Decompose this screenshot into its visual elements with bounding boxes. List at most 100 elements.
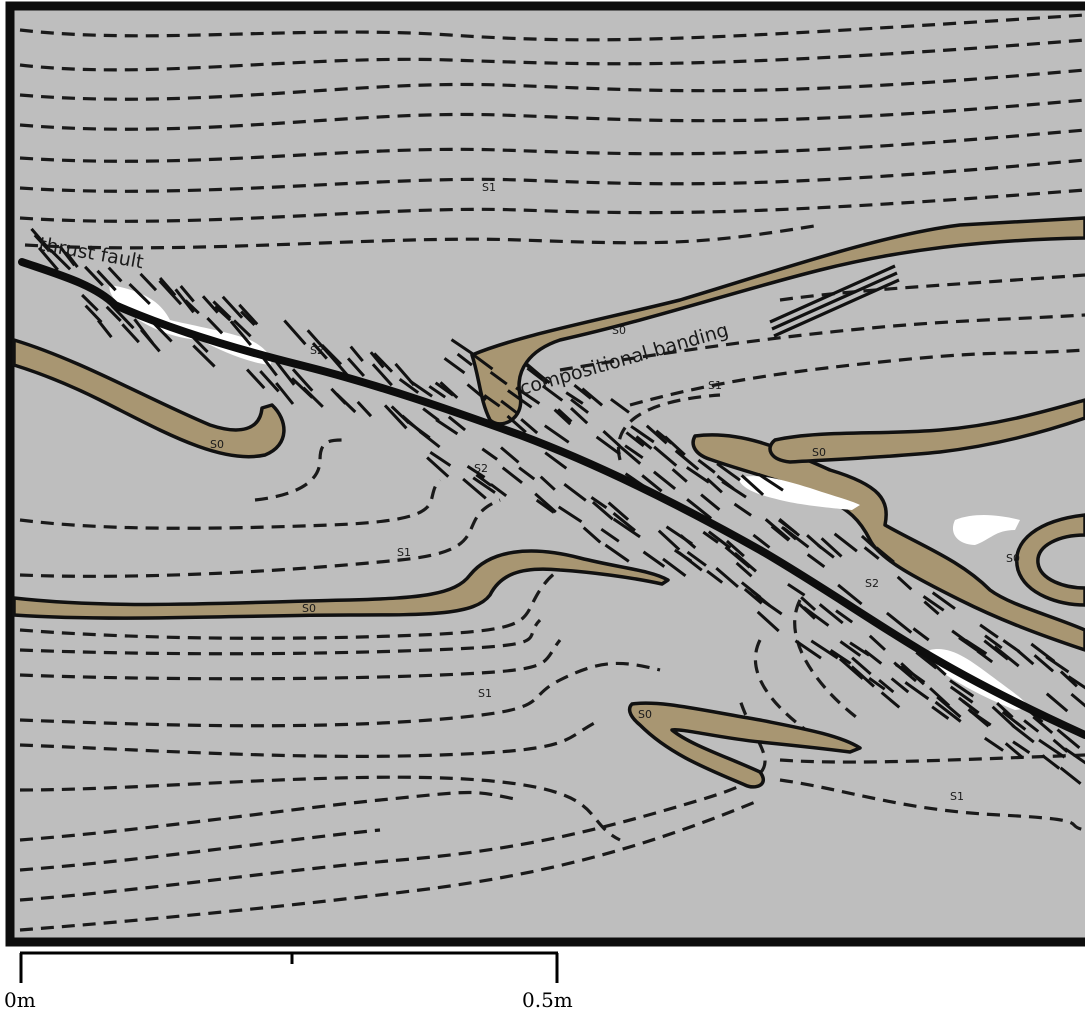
s2-cleavage-tick (850, 665, 876, 688)
s2-cleavage-tick (232, 319, 252, 338)
s1-trace (19, 798, 761, 932)
s1-label: S1 (950, 790, 964, 803)
s2-cleavage-tick (645, 424, 668, 445)
s2-cleavage-tick (409, 380, 433, 398)
s2-cleavage-tick (238, 303, 259, 326)
s2-cleavage-tick (679, 534, 697, 549)
s2-cleavage-tick (863, 546, 880, 560)
outcrop-frame (5, 1, 1085, 947)
s2-cleavage-tick (1033, 654, 1055, 673)
s2-cleavage-tick (96, 269, 117, 292)
s2-cleavage-tick (557, 408, 573, 423)
s2-cleavage-tick (229, 320, 252, 347)
s2-cleavage-tick (121, 323, 140, 344)
s2-cleavage-tick (534, 492, 557, 514)
s2-cleavage-tick (565, 391, 584, 405)
s2-cleavage-tick (936, 695, 962, 719)
s2-cleavage-tick (475, 473, 492, 487)
s2-cleavage-tick (833, 532, 858, 553)
s2-cleavage-tick (839, 640, 862, 657)
s2-cleavage-tick (838, 657, 864, 680)
s2-cleavage-tick (439, 381, 459, 399)
s1-label: S1 (482, 181, 496, 194)
s1-trace (19, 661, 661, 728)
s0-layer (12, 338, 286, 459)
s2-cleavage-tick (84, 304, 103, 324)
s2-cleavage-tick (721, 480, 747, 499)
s2-cleavage-tick (716, 462, 741, 482)
s0-label: S0 (612, 324, 626, 337)
s2-cleavage-tick (700, 493, 721, 511)
s2-cleavage-tick (806, 553, 826, 569)
s2-cleavage-tick (1070, 692, 1085, 708)
s1-trace (19, 188, 1085, 223)
s2-cleavage-tick (291, 368, 314, 392)
s2-cleavage-tick (984, 634, 1003, 650)
s2-cleavage-tick (506, 414, 527, 434)
s2-cleavage-tick (1016, 649, 1035, 666)
s2-cleavage-tick (435, 418, 459, 436)
s2-cleavage-tick (794, 639, 822, 660)
s2-cleavage-tick (245, 368, 266, 390)
s2-cleavage-tick (214, 305, 232, 322)
s2-cleavage-tick (817, 543, 835, 559)
s2-cleavage-tick (802, 606, 830, 627)
s2-cleavage-tick (456, 352, 473, 367)
s2-cleavage-tick (949, 679, 975, 698)
s1-trace (559, 313, 1085, 372)
s2-cleavage-tick (1045, 655, 1070, 674)
s1-trace (19, 128, 1085, 163)
s0-label: S0 (812, 446, 826, 459)
s1-trace (19, 498, 501, 578)
s2-cleavage-tick (1001, 710, 1027, 731)
s2-cleavage-tick (782, 526, 810, 549)
s2-cleavage-tick (373, 352, 394, 373)
s2-cleavage-tick (139, 328, 161, 353)
s2-cleavage-tick (489, 370, 508, 386)
s2-cleavage-tick (983, 639, 1009, 661)
s2-cleavage-tick (1045, 692, 1069, 713)
s2-cleavage-tick (1012, 740, 1031, 755)
quartz-vein (738, 476, 860, 510)
s1-trace (19, 699, 767, 902)
s2-cleavage-tick (702, 530, 719, 544)
s2-cleavage-tick (139, 272, 158, 292)
s2-cleavage-tick (429, 450, 452, 467)
s2-cleavage-tick (983, 736, 1004, 752)
s1-trace (19, 158, 1085, 193)
s2-cleavage-tick (515, 386, 541, 405)
s1-label: S1 (708, 379, 722, 392)
s2-cleavage-tick (128, 283, 151, 305)
s2-cleavage-tick (302, 386, 324, 408)
s2-cleavage-tick (851, 656, 872, 676)
s2-cleavage-tick (624, 444, 644, 460)
compositional-banding-marks (769, 264, 900, 338)
s2-cleavage-tick (604, 543, 630, 563)
s2-cleavage-tick (240, 310, 256, 327)
s2-cleavage-tick (447, 415, 467, 432)
s2-cleavage-tick (663, 435, 686, 457)
s2-cleavage-tick (349, 345, 364, 363)
s2-cleavage-tick (543, 424, 570, 444)
s2-cleavage-tick (880, 691, 901, 709)
s2-cleavage-tick (878, 678, 895, 694)
s2-cleavage-tick (863, 649, 883, 665)
s2-cleavage-tick (259, 370, 280, 393)
s2-cleavage-tick (595, 435, 621, 456)
s2-cleavage-tick (904, 681, 930, 701)
s2-cleavage-tick (810, 639, 839, 660)
s1-foliation-traces (19, 13, 1085, 932)
s2-cleavage-tick (979, 623, 999, 639)
s2-cleavage-tick (949, 685, 974, 704)
s2-cleavage-tick (591, 500, 614, 521)
s2-cleavage-tick (1011, 724, 1035, 744)
s0-label: S0 (1006, 552, 1020, 565)
s2-cleavage-tick (462, 477, 487, 500)
s2-cleavage-tick (426, 456, 450, 478)
s2-cleavage-tick (602, 429, 622, 448)
s2-cleavage-tick (1004, 742, 1024, 760)
s2-cleavage-tick (563, 483, 587, 502)
s2-cleavage-tick (483, 394, 501, 408)
s2-cleavage-tick (616, 443, 642, 465)
